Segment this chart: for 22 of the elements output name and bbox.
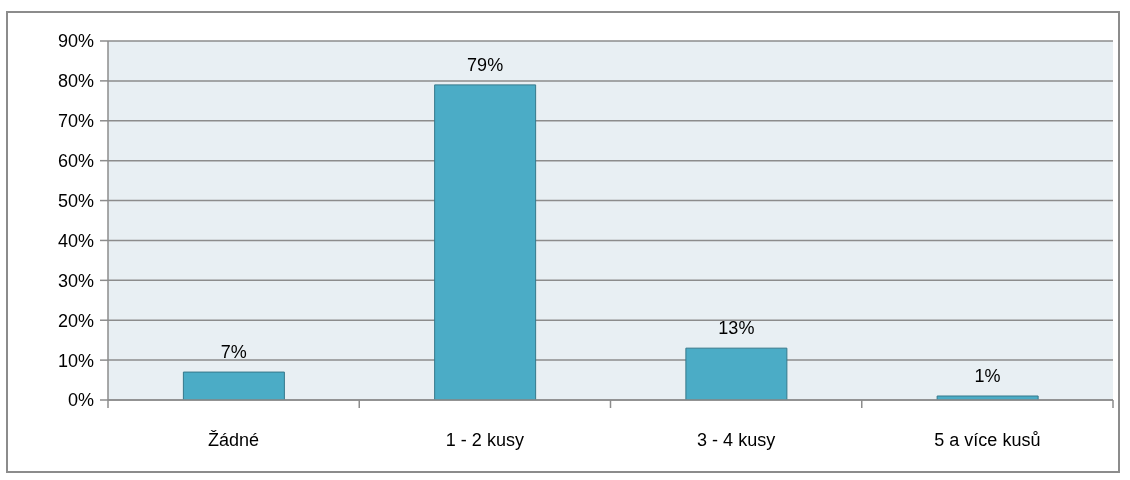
data-label: 79% [467, 54, 504, 75]
data-label: 1% [974, 366, 1001, 387]
y-tick-label: 20% [57, 310, 94, 331]
data-label: 7% [220, 342, 247, 363]
y-tick-label: 50% [57, 190, 94, 211]
y-tick-label: 30% [57, 270, 94, 291]
x-tick-label: 3 - 4 kusy [697, 430, 776, 450]
bar [685, 347, 788, 400]
x-tick-label: 5 a více kusů [934, 430, 1041, 450]
y-tick-label: 70% [57, 111, 94, 132]
y-tick-label: 0% [67, 390, 94, 411]
x-tick-label: 1 - 2 kusy [445, 430, 524, 450]
y-tick-label: 90% [57, 31, 94, 52]
y-tick-label: 10% [57, 350, 94, 371]
x-tick-label: Žádné [208, 430, 260, 450]
y-tick-label: 40% [57, 230, 94, 251]
y-tick-label: 60% [57, 151, 94, 172]
bar [182, 371, 285, 400]
data-label: 13% [718, 318, 755, 339]
y-tick-label: 80% [57, 71, 94, 92]
bar [434, 84, 537, 400]
bar [936, 395, 1039, 400]
